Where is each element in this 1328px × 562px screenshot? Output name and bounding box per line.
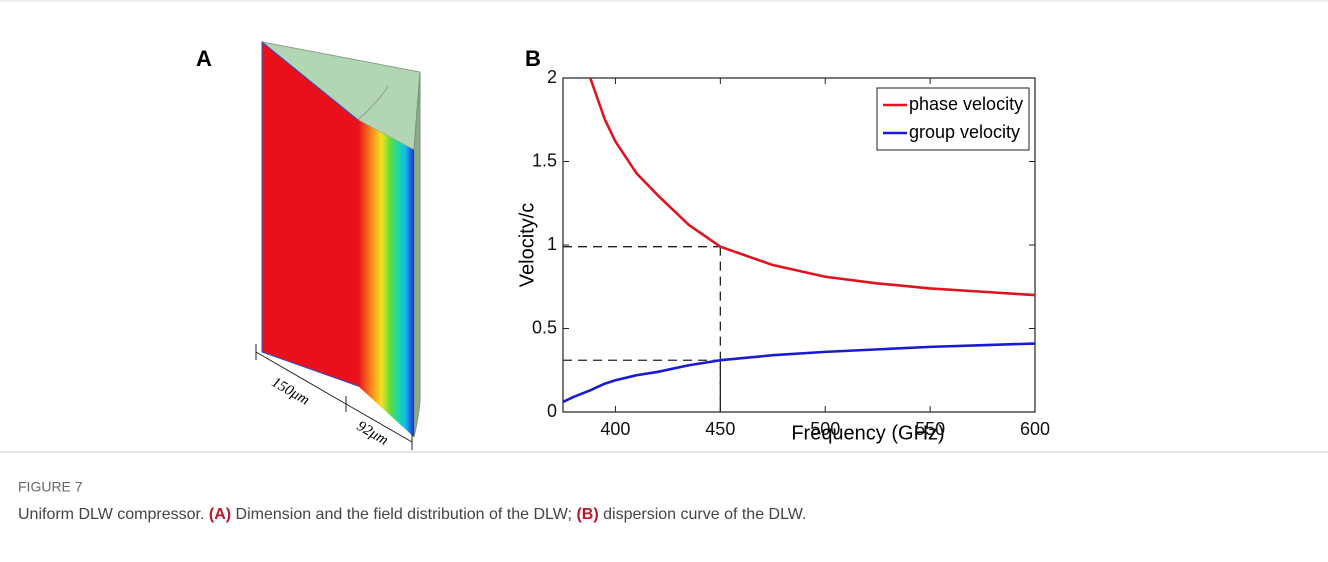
dimension-line [345, 403, 413, 443]
field-strip [358, 120, 414, 437]
x-tick-label: 600 [1020, 419, 1050, 439]
caption-ref: (A) [209, 506, 231, 523]
dimension-label: 150μm [269, 374, 313, 408]
waveguide-drawing: 150μm 92μm [255, 40, 421, 450]
x-tick-label: 500 [810, 419, 840, 439]
x-tick-label: 550 [915, 419, 945, 439]
y-tick-label: 1.5 [532, 150, 557, 170]
caption-ref: (B) [576, 506, 598, 523]
caption-text: Dimension and the field distribution of … [231, 506, 576, 523]
y-axis-label: Velocity/c [516, 203, 538, 287]
legend-box [876, 87, 1030, 151]
side-face [413, 71, 421, 438]
y-tick-label: 2 [547, 67, 557, 87]
dimension-line [255, 351, 347, 405]
panel-label: B [525, 46, 541, 71]
caption: Uniform DLW compressor. (A) Dimension an… [18, 506, 806, 523]
caption-text: Uniform DLW compressor. [18, 506, 209, 523]
series-line [562, 342, 1036, 404]
legend-label: phase velocity [909, 94, 1023, 114]
x-tick-label: 400 [600, 419, 630, 439]
series-line [589, 77, 1036, 297]
panel-label: A [196, 46, 212, 71]
y-tick-label: 0.5 [532, 317, 557, 337]
y-tick-label: 1 [547, 234, 557, 254]
top-face-edge [357, 85, 389, 121]
figure-label: FIGURE 7 [18, 479, 83, 495]
x-tick-label: 450 [705, 419, 735, 439]
x-axis-label: Frequency (GHz) [791, 422, 944, 444]
legend-label: group velocity [909, 122, 1020, 142]
dimension-label: 92μm [354, 418, 391, 449]
y-tick-label: 0 [547, 401, 557, 421]
caption-text: dispersion curve of the DLW. [599, 506, 807, 523]
plot: 400 450 500 550 600 0 0.5 1 1.5 2 phase velocity gr… [532, 67, 1050, 439]
